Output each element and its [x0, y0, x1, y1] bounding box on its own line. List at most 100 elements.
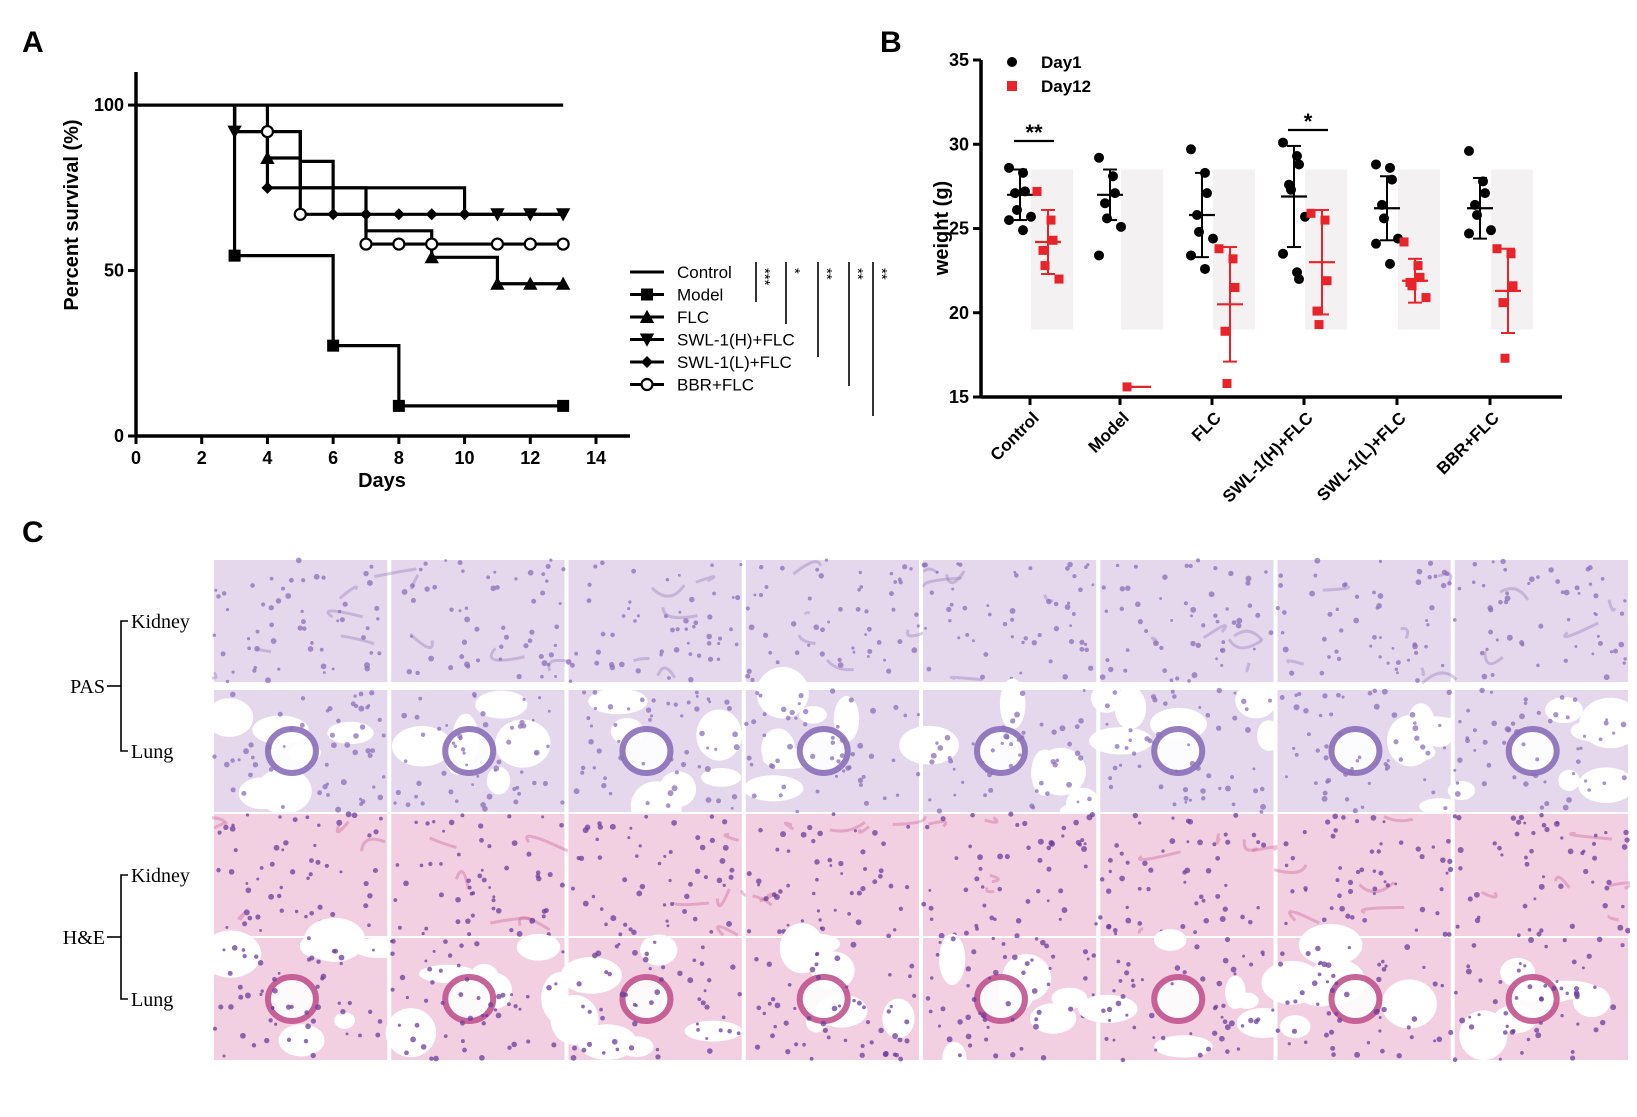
nucleus	[1528, 937, 1534, 943]
nucleus	[892, 1033, 899, 1039]
nucleus	[1426, 623, 1430, 627]
nucleus	[878, 868, 884, 874]
nucleus	[678, 610, 682, 614]
alveolus	[793, 933, 841, 955]
nucleus	[654, 989, 661, 995]
nucleus	[629, 826, 633, 830]
nucleus	[1446, 932, 1452, 937]
nucleus	[981, 760, 985, 765]
nucleus	[1244, 707, 1249, 712]
nucleus	[1331, 973, 1336, 979]
nucleus	[548, 652, 554, 658]
tubule	[792, 560, 823, 576]
nucleus	[666, 924, 670, 928]
tubule	[1288, 910, 1320, 925]
nucleus	[1372, 869, 1377, 873]
nucleus	[418, 567, 423, 572]
nucleus	[1084, 647, 1089, 653]
nucleus	[1275, 1028, 1280, 1033]
nucleus	[1104, 609, 1109, 613]
nucleus	[1048, 966, 1052, 971]
nucleus	[475, 658, 481, 663]
nucleus	[466, 878, 471, 884]
nucleus	[1114, 744, 1120, 749]
nucleus	[1261, 953, 1265, 957]
nucleus	[1053, 625, 1060, 632]
tubule	[1273, 864, 1308, 875]
nucleus	[1105, 924, 1112, 930]
nucleus	[241, 948, 246, 952]
nucleus	[963, 930, 969, 936]
nucleus	[487, 844, 492, 849]
nucleus	[1170, 982, 1174, 986]
nucleus	[1302, 830, 1307, 835]
nucleus	[597, 855, 603, 860]
nucleus	[1477, 1013, 1481, 1017]
nucleus	[758, 827, 763, 833]
nucleus	[342, 601, 348, 607]
nucleus	[834, 774, 838, 778]
nucleus	[604, 922, 608, 927]
nucleus	[1326, 1011, 1332, 1016]
nucleus	[1576, 1022, 1580, 1026]
nucleus	[338, 954, 345, 961]
nucleus	[928, 798, 932, 802]
nucleus	[1009, 742, 1014, 747]
nucleus	[748, 624, 755, 631]
nucleus	[1083, 642, 1088, 646]
nucleus	[614, 944, 619, 949]
nucleus	[924, 824, 930, 830]
nucleus	[529, 629, 535, 635]
alveolus	[833, 696, 860, 742]
nucleus	[541, 914, 546, 919]
nucleus	[695, 1022, 700, 1026]
nucleus	[1459, 1017, 1466, 1024]
nucleus	[829, 756, 835, 761]
nucleus	[1422, 965, 1426, 969]
nucleus	[476, 774, 480, 778]
nucleus	[1099, 877, 1105, 882]
tubule	[650, 584, 686, 598]
nucleus	[259, 929, 263, 932]
nucleus	[662, 903, 667, 907]
weight-point-Day12	[1314, 320, 1324, 330]
nucleus	[1617, 924, 1624, 931]
nucleus	[1174, 965, 1181, 971]
nucleus	[1621, 904, 1625, 909]
nucleus	[1170, 689, 1175, 694]
nucleus	[1046, 899, 1050, 903]
tubule	[949, 675, 983, 682]
nucleus	[1152, 741, 1155, 745]
nucleus	[1598, 737, 1603, 742]
survival-marker-FLC	[490, 276, 505, 290]
nucleus	[223, 824, 229, 831]
nucleus	[1559, 986, 1564, 991]
nucleus	[432, 949, 436, 953]
nucleus	[225, 925, 229, 929]
alveolus	[278, 1024, 325, 1057]
nucleus	[212, 1026, 218, 1031]
nucleus	[1180, 924, 1186, 930]
nucleus	[1112, 1038, 1116, 1042]
survival-marker-FLC	[424, 250, 439, 264]
weight-legend-label-Day1: Day1	[1041, 53, 1082, 72]
nucleus	[1498, 1057, 1502, 1061]
tubule	[1215, 833, 1221, 845]
survival-marker-BBR+FLC	[392, 237, 406, 251]
weight-point-Day1	[1294, 274, 1304, 285]
nucleus	[837, 1004, 842, 1008]
nucleus	[471, 783, 474, 787]
nucleus	[459, 654, 465, 660]
nucleus	[1309, 590, 1316, 597]
nucleus	[1446, 838, 1451, 844]
nucleus	[838, 606, 843, 612]
alveolus	[1051, 987, 1088, 1009]
nucleus	[1448, 1030, 1454, 1036]
nucleus	[326, 792, 330, 797]
nucleus	[1120, 1057, 1126, 1063]
nucleus	[1386, 661, 1390, 665]
nucleus	[1381, 966, 1387, 972]
nucleus	[1354, 1051, 1361, 1058]
nucleus	[418, 696, 423, 701]
nucleus	[1159, 597, 1163, 600]
